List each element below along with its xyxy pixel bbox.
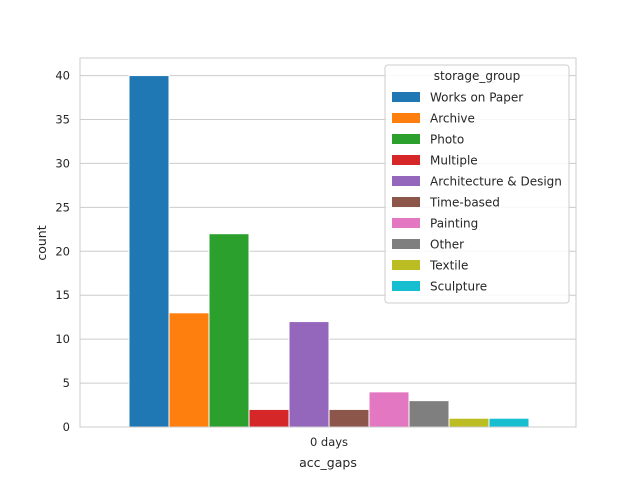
legend-swatch [392, 92, 420, 102]
legend-label: Time-based [429, 196, 500, 210]
y-tick-label: 10 [55, 332, 70, 346]
bar-time-based [328, 408, 370, 428]
y-tick-label: 30 [55, 156, 70, 170]
legend-swatch [392, 113, 420, 123]
legend-swatch [392, 281, 420, 291]
plot-border [79, 57, 577, 428]
legend-label: Photo [430, 133, 464, 147]
legend-swatch [392, 260, 420, 270]
legend-swatch [392, 197, 420, 207]
legend-label: Multiple [430, 154, 478, 168]
legend-box [384, 64, 570, 304]
bar-photo [208, 233, 250, 428]
legend-label: Textile [429, 259, 468, 273]
legend-label: Sculpture [430, 280, 487, 294]
legend: storage_group Works on Paper Archive Photo M… [384, 64, 570, 304]
bars [128, 75, 530, 428]
legend-swatch [392, 176, 420, 186]
legend-swatch [392, 218, 420, 228]
bar-multiple [248, 408, 290, 428]
legend-label: Other [430, 238, 464, 252]
y-tick-label: 35 [55, 113, 70, 127]
y-tick-label: 15 [55, 288, 70, 302]
bar-painting [368, 391, 410, 428]
y-tick-label: 0 [63, 420, 70, 434]
legend-swatch [392, 155, 420, 165]
y-tick-label: 40 [55, 69, 70, 83]
ticks: 0 5 10 15 20 25 30 35 40 0 days [55, 69, 348, 449]
bar-architecture-design [288, 321, 330, 428]
bar-archive [168, 312, 210, 428]
y-tick-label: 5 [63, 376, 70, 390]
y-tick-label: 20 [55, 244, 70, 258]
plot-frame [79, 57, 577, 428]
bar-sculpture [488, 417, 530, 428]
legend-label: Painting [430, 217, 478, 231]
bar-textile [448, 417, 490, 428]
legend-label: Archive [430, 112, 475, 126]
legend-label: Architecture & Design [430, 175, 562, 189]
bar-other [408, 400, 450, 428]
legend-label: Works on Paper [430, 91, 523, 105]
y-axis-label: count [34, 225, 49, 260]
legend-swatch [392, 134, 420, 144]
bar-works-on-paper [128, 75, 170, 428]
y-tick-label: 25 [55, 200, 70, 214]
x-tick-label: 0 days [310, 435, 348, 449]
legend-title: storage_group [434, 69, 520, 83]
legend-swatch [392, 239, 420, 249]
x-axis-label: acc_gaps [299, 455, 357, 470]
